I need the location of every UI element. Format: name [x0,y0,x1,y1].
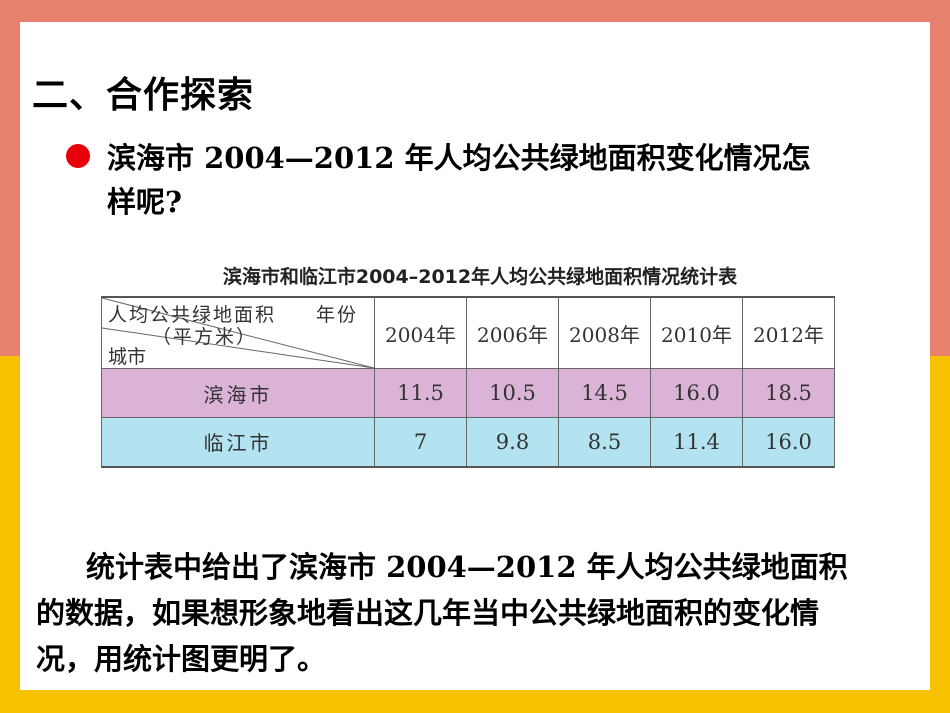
table-cell: 7 [374,417,467,467]
table-cell: 8.5 [558,417,651,467]
table-cell: 11.5 [374,368,467,418]
table-cell: 11.4 [650,417,743,467]
slide-panel: 二、合作探索 滨海市 2004—2012 年人均公共绿地面积变化情况怎样呢? 滨… [20,22,930,690]
table-row: 临江市 7 9.8 8.5 11.4 16.0 [101,417,835,467]
question-text: 滨海市 2004—2012 年人均公共绿地面积变化情况怎样呢? [107,141,811,219]
table-cell: 10.5 [466,368,559,418]
table-cell: 16.0 [650,368,743,418]
table-cell: 18.5 [742,368,835,418]
section-heading: 二、合作探索 [32,75,255,116]
statistics-table: 人均公共绿地面积 （平方米） 年份 城市 2004年 2006年 2008年 2… [101,296,835,468]
column-header: 2006年 [466,296,559,369]
corner-label-year: 年份 [316,304,359,326]
table-cell: 14.5 [558,368,651,418]
corner-label-unit: （平方米） [152,326,258,348]
column-header: 2008年 [558,296,651,369]
column-header: 2010年 [650,296,743,369]
diagonal-lines [102,298,374,368]
column-header: 2004年 [374,296,467,369]
row-city-label: 滨海市 [101,368,375,418]
corner-label-metric: 人均公共绿地面积 [108,304,277,326]
explanation-paragraph: 统计表中给出了滨海市 2004—2012 年人均公共绿地面积的数据，如果想形象地… [36,550,848,676]
row-city-label: 临江市 [101,417,375,467]
corner-label-city: 城市 [108,346,147,368]
table-row: 滨海市 11.5 10.5 14.5 16.0 18.5 [101,368,835,418]
table-header-row: 人均公共绿地面积 （平方米） 年份 城市 2004年 2006年 2008年 2… [101,296,835,369]
table-corner-cell: 人均公共绿地面积 （平方米） 年份 城市 [101,296,375,369]
table-cell: 16.0 [742,417,835,467]
column-header: 2012年 [742,296,835,369]
table-cell: 9.8 [466,417,559,467]
table-title: 滨海市和临江市2004–2012年人均公共绿地面积情况统计表 [222,266,738,288]
bullet-dot-icon [66,144,90,168]
